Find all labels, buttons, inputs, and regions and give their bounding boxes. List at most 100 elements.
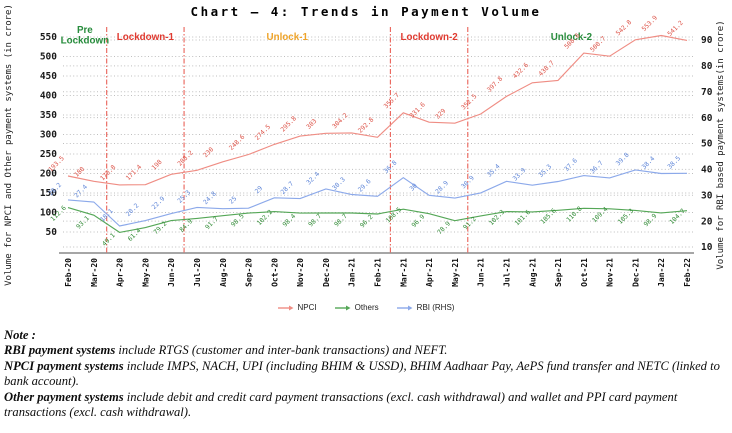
- left-axis-tick: 500: [40, 52, 57, 63]
- right-axis-tick: 80: [701, 61, 713, 72]
- x-tick-label: Dec-20: [322, 258, 331, 287]
- data-point-label: 171.4: [125, 164, 144, 183]
- x-tick-label: Aug-21: [528, 258, 537, 287]
- data-point-label: 93.1: [75, 215, 91, 231]
- data-point-label: 35.4: [486, 163, 502, 179]
- phase-label: Pre Lockdown: [61, 25, 109, 47]
- legend-item-others: Others: [334, 303, 379, 312]
- data-point-label: 208.2: [176, 149, 195, 168]
- x-tick-label: May-20: [141, 258, 150, 287]
- x-tick-label: Dec-21: [631, 258, 640, 287]
- note-heading: Note :: [4, 328, 36, 342]
- x-tick-label: Mar-21: [399, 258, 408, 287]
- x-tick-label: Nov-21: [606, 258, 615, 287]
- data-point-label: 329: [434, 107, 447, 120]
- left-axis-tick: 400: [40, 91, 57, 102]
- phase-label: Unlock-2: [551, 32, 593, 43]
- data-point-label: 98.7: [333, 213, 349, 229]
- data-point-label: 230: [202, 146, 215, 159]
- right-axis-tick: 20: [701, 216, 713, 227]
- chart-legend: NPCI Others RBI (RHS): [0, 303, 732, 312]
- data-point-label: 542.8: [615, 19, 634, 38]
- legend-label: NPCI: [297, 303, 317, 312]
- left-axis-tick: 350: [40, 110, 57, 121]
- data-point-label: 36.8: [383, 159, 399, 175]
- left-axis-tick: 150: [40, 188, 57, 199]
- data-point-label: 108.5: [385, 206, 404, 225]
- legend-marker-icon: [334, 305, 351, 310]
- data-point-label: 102.2: [256, 209, 275, 228]
- right-axis-tick: 30: [701, 190, 713, 201]
- data-point-label: 36.7: [589, 160, 605, 176]
- x-tick-label: Jul-21: [502, 258, 511, 287]
- left-axis-tick: 250: [40, 149, 57, 160]
- data-point-label: 105.6: [540, 207, 559, 226]
- x-tick-label: Feb-21: [374, 258, 383, 287]
- right-axis-tick: 60: [701, 113, 713, 124]
- data-point-label: 33.9: [512, 167, 528, 183]
- right-axis-title: Volume for RBI based payment systems(in …: [716, 20, 726, 269]
- data-point-label: 397.8: [486, 75, 505, 94]
- left-axis-title: Volume for NPCI and Other payment system…: [4, 4, 14, 286]
- note-line: Other payment systems include debit and …: [4, 389, 678, 420]
- data-point-label: 248.6: [228, 133, 247, 152]
- data-point-label: 98.9: [643, 213, 659, 229]
- series-line-rbi-rhs-: [67, 169, 688, 227]
- left-axis-tick: 550: [40, 32, 57, 43]
- data-point-label: 37.6: [563, 157, 579, 173]
- legend-label: Others: [354, 303, 379, 312]
- data-point-label: 541.2: [666, 19, 685, 38]
- data-point-label: 331.6: [409, 101, 428, 120]
- data-point-label: 49.1: [101, 232, 117, 248]
- data-point-label: 91.2: [462, 216, 478, 232]
- data-point-label: 61.4: [127, 227, 143, 243]
- data-point-label: 352.5: [460, 93, 479, 112]
- right-axis-tick: 90: [701, 35, 713, 46]
- data-point-label: 180: [73, 166, 86, 179]
- x-tick-label: Jul-20: [193, 258, 202, 287]
- data-point-label: 18.1: [99, 208, 115, 224]
- x-tick-label: Sep-21: [554, 258, 563, 287]
- note-line: NPCI payment systems include IMPS, NACH,…: [4, 358, 720, 389]
- right-axis-tick: 40: [701, 165, 713, 176]
- legend-item-rbi-rhs-: RBI (RHS): [396, 303, 455, 312]
- left-axis-tick: 300: [40, 130, 57, 141]
- x-tick-label: Sep-20: [245, 258, 254, 287]
- right-axis-tick: 10: [701, 242, 713, 253]
- x-tick-label: Feb-22: [683, 258, 692, 287]
- phase-label: Lockdown-1: [117, 32, 175, 43]
- data-point-label: 20.2: [125, 202, 141, 218]
- data-point-label: 292.8: [357, 116, 376, 135]
- data-point-label: 22.9: [151, 195, 167, 211]
- x-tick-label: Nov-20: [296, 258, 305, 287]
- data-point-label: 110.8: [565, 205, 584, 224]
- left-axis-tick: 100: [40, 208, 57, 219]
- data-point-label: 38.5: [666, 155, 682, 171]
- legend-marker-icon: [396, 305, 413, 310]
- legend-label: RBI (RHS): [416, 303, 455, 312]
- data-point-label: 30.3: [331, 176, 347, 192]
- data-point-label: 30: [409, 182, 419, 192]
- left-axis-tick: 50: [46, 227, 58, 238]
- data-point-label: 438.7: [538, 59, 557, 78]
- x-tick-label: Jun-20: [167, 258, 176, 287]
- payment-volume-chart: 50 100 150 200 250 300 350 400 450 500 550 10 20 30 40…: [4, 4, 726, 287]
- left-axis-tick: 450: [40, 71, 57, 82]
- x-tick-label: Mar-20: [90, 258, 99, 287]
- data-point-label: 28.7: [280, 180, 296, 196]
- x-tick-label: May-21: [451, 258, 460, 287]
- right-axis-tick: 50: [701, 139, 713, 150]
- data-point-label: 32.4: [305, 171, 321, 187]
- x-tick-label: Oct-21: [580, 258, 589, 287]
- note-block: Note : RBI payment systems include RTGS (…: [0, 326, 732, 420]
- data-point-label: 303: [305, 118, 318, 131]
- x-tick-label: Aug-20: [219, 258, 228, 287]
- data-point-label: 274.5: [254, 123, 273, 142]
- data-point-label: 98.4: [282, 213, 298, 229]
- x-tick-label: Apr-20: [116, 258, 125, 287]
- series-line-others: [67, 207, 688, 234]
- data-point-label: 304.2: [331, 112, 350, 131]
- legend-marker-icon: [277, 305, 294, 310]
- data-point-label: 295.8: [280, 115, 299, 134]
